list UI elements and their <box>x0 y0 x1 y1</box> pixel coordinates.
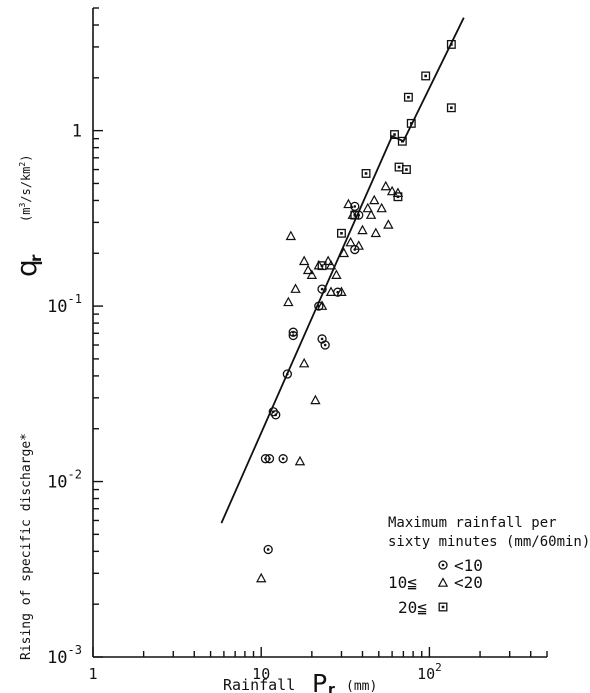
triangle-point <box>316 300 328 310</box>
legend-title-line1: Maximum rainfall per <box>388 515 557 531</box>
circle-point <box>350 201 360 212</box>
x-axis-title-symbol: P <box>312 669 327 693</box>
circle-point <box>317 284 327 294</box>
x-tick-label: 1 <box>88 665 97 683</box>
triangle-point <box>283 296 294 307</box>
legend-triangle-marker <box>437 577 449 587</box>
data-points <box>256 39 456 583</box>
y-tick-label: 10-1 <box>47 292 82 317</box>
y-unit-exp1: 3 <box>18 203 27 208</box>
triangle-point <box>343 198 354 209</box>
legend-label-circle: <10 <box>454 556 483 575</box>
tick-labels: 1 10 102 10-3 10-2 10-1 1 <box>47 122 442 683</box>
legend-markers <box>437 560 449 612</box>
y-unit-mid: /s/km <box>19 167 33 203</box>
x-axis-title-prefix: Rainfall <box>223 676 295 693</box>
square-point <box>446 103 456 113</box>
y-axis-title-symbol: q <box>10 259 43 277</box>
triangle-point <box>338 247 350 258</box>
y-axis-title: Rising of specific discharge* q r (m3/s/… <box>10 155 45 660</box>
y-unit-pre: (m <box>19 208 33 222</box>
square-point <box>317 261 327 271</box>
square-point <box>397 136 407 146</box>
circle-point <box>263 544 273 555</box>
triangle-point <box>325 286 337 296</box>
square-point <box>350 210 360 220</box>
square-point <box>337 228 346 238</box>
triangle-point <box>365 209 377 219</box>
square-point <box>394 162 404 172</box>
x-tick-label: 102 <box>417 661 442 683</box>
circle-point <box>271 410 281 420</box>
fit-line <box>220 17 465 524</box>
y-axis-title-text: Rising of specific discharge* <box>19 433 34 660</box>
triangle-point <box>298 357 310 368</box>
triangle-point <box>362 202 373 213</box>
triangle-point <box>294 455 306 466</box>
square-point <box>393 192 403 202</box>
x-tick-label: 10 <box>252 665 270 683</box>
circle-point <box>320 340 330 350</box>
triangle-point <box>285 230 297 241</box>
x-axis-title-unit: (mm) <box>346 679 377 693</box>
ticks <box>92 7 548 658</box>
triangle-point <box>336 286 347 296</box>
x-axis-title-sub: r <box>328 682 335 693</box>
triangle-point <box>298 255 310 266</box>
triangle-point <box>306 269 318 279</box>
triangle-point <box>302 264 314 275</box>
axes <box>92 8 547 658</box>
circle-point <box>278 454 288 464</box>
y-tick-label: 10-2 <box>47 468 82 493</box>
x-axis-title: Rainfall P r (mm) <box>223 669 377 693</box>
legend-square-marker <box>438 602 448 612</box>
triangle-point <box>357 224 368 235</box>
legend-label-triangle-prefix: 10≦ <box>388 573 417 592</box>
legend-title-line2: sixty minutes (mm/60min) <box>388 534 590 550</box>
y-unit-post: ) <box>19 155 33 162</box>
square-point <box>403 92 413 102</box>
triangle-point <box>376 202 387 213</box>
triangle-point <box>331 269 342 279</box>
square-point <box>401 165 411 175</box>
triangle-point <box>353 240 364 250</box>
y-axis-title-sub: r <box>27 254 45 262</box>
y-axis-title-unit: (m3/s/km2) <box>18 155 33 222</box>
legend-circle-marker <box>438 560 448 570</box>
legend-label-square: 20≦ <box>398 598 427 617</box>
y-tick-label: 10-3 <box>47 643 82 668</box>
square-point <box>406 118 416 128</box>
triangle-point <box>290 283 301 293</box>
circle-point <box>282 369 292 379</box>
y-unit-exp2: 2 <box>18 162 27 167</box>
triangle-point <box>256 572 267 583</box>
square-point <box>390 130 399 139</box>
square-point <box>361 169 371 178</box>
triangle-point <box>345 236 356 247</box>
triangle-point <box>370 227 382 238</box>
triangle-point <box>369 194 380 205</box>
fit-line-group <box>220 17 465 524</box>
square-point <box>421 71 431 81</box>
triangle-point <box>386 185 398 196</box>
circle-point <box>288 327 298 337</box>
circle-point <box>264 454 275 464</box>
legend: Maximum rainfall per sixty minutes (mm/6… <box>388 515 590 617</box>
y-tick-label: 1 <box>72 122 82 142</box>
triangle-point <box>380 180 391 191</box>
triangle-point <box>310 394 321 405</box>
legend-label-triangle-suffix: <20 <box>454 573 483 592</box>
triangle-point <box>322 255 334 266</box>
square-point <box>446 39 456 49</box>
triangle-point <box>383 219 394 229</box>
